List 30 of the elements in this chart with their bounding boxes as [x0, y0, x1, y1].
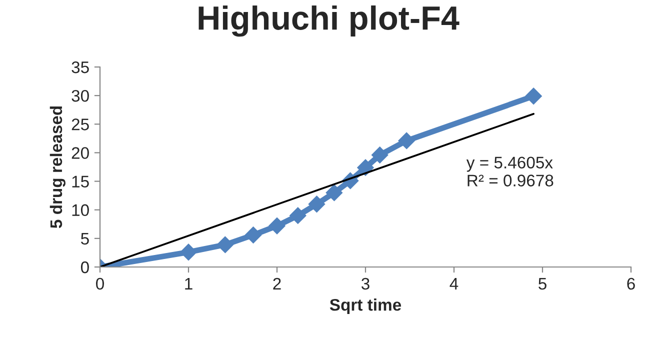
x-tick-label: 5 — [538, 278, 546, 290]
x-tick-label: 6 — [627, 278, 635, 290]
x-tick-label: 4 — [450, 278, 458, 290]
point — [398, 132, 415, 150]
annotation: y = 5.4605x R² = 0.9678 — [466, 156, 554, 186]
y-tick-label: 25 — [72, 118, 89, 130]
x-tick-label: 1 — [185, 278, 192, 290]
y-tick-label: 20 — [72, 147, 89, 159]
y-tick-label: 5 — [80, 233, 89, 245]
y-tick-label: 10 — [72, 204, 89, 216]
y-axis-title: 5 drug released — [50, 106, 66, 228]
x-tick-label: 3 — [362, 278, 370, 290]
y-tick-label: 0 — [80, 261, 89, 274]
point — [308, 196, 326, 213]
y-tick-label: 35 — [72, 61, 89, 74]
point — [244, 226, 262, 244]
point — [525, 88, 542, 105]
point — [371, 146, 388, 164]
point — [326, 184, 343, 202]
y-tick-label: 30 — [72, 90, 89, 102]
x-tick-label: 2 — [273, 278, 281, 290]
x-tick-label: 0 — [96, 278, 104, 290]
point — [268, 217, 286, 234]
point — [357, 159, 374, 176]
point — [290, 207, 306, 224]
point — [180, 244, 197, 261]
chart-title: Highuchi plot-F4 — [198, 5, 460, 37]
y-tick-label: 15 — [72, 176, 89, 188]
x-axis-title: Sqrt time — [330, 298, 402, 314]
point — [216, 236, 234, 254]
